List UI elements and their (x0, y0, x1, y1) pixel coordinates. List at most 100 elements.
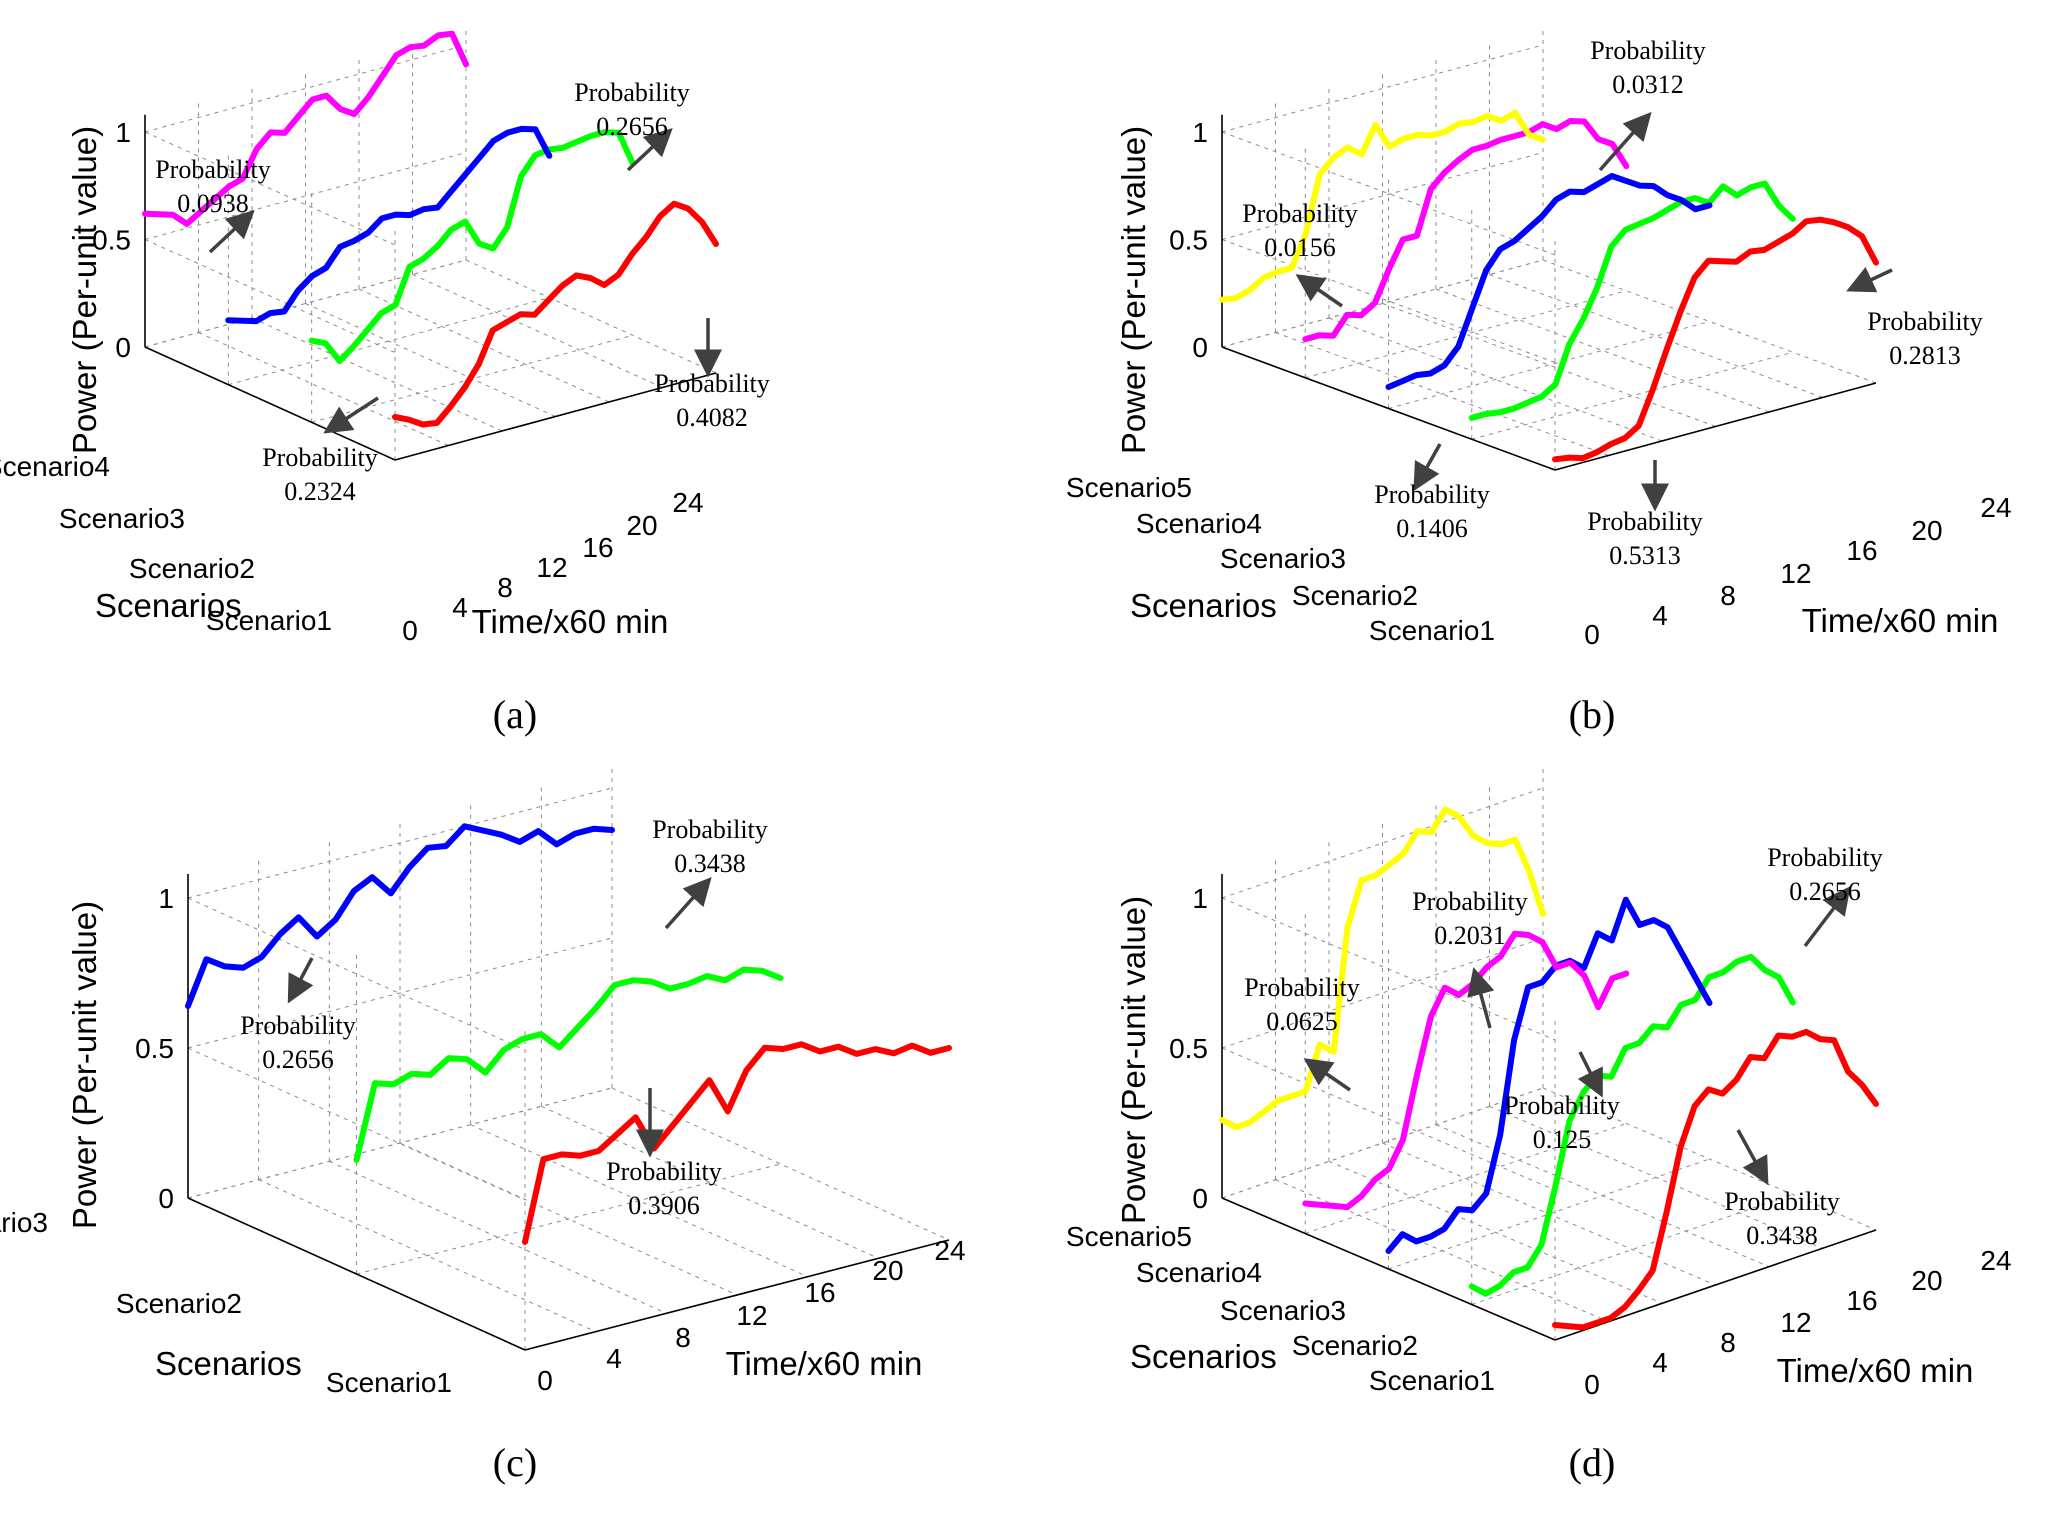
series-line-scenario2 (353, 966, 784, 1163)
x-axis-title: Time/x60 min (726, 1345, 923, 1382)
probability-value: 0.2656 (1789, 877, 1861, 906)
probability-arrow (1736, 1129, 1769, 1186)
probability-label: Probability (1504, 1091, 1620, 1120)
grid-line (356, 1163, 781, 1275)
x-tick-label: 0 (1584, 1369, 1600, 1400)
y-tick-label: Scenario2 (1292, 580, 1418, 611)
grid-line (187, 1047, 526, 1201)
y-tick-label: Scenario1 (206, 605, 332, 636)
x-tick-label: 16 (804, 1277, 835, 1308)
probability-arrow (1413, 443, 1442, 492)
x-axis-line (524, 1239, 950, 1351)
x-tick-label: 16 (1846, 535, 1877, 566)
z-axis-title: Power (Per-unit value) (66, 901, 103, 1229)
grid-line (1435, 288, 1770, 413)
probability-label: Probability (574, 78, 690, 107)
panel-d-series (1219, 806, 1879, 1331)
grid-line (1542, 259, 1877, 384)
x-tick-label: 0 (1584, 619, 1600, 650)
grid-line (187, 937, 613, 1049)
series-line-scenario3 (225, 125, 553, 325)
grid-line (144, 259, 467, 348)
x-tick-label: 20 (1911, 1265, 1942, 1296)
z-tick-label: 1 (158, 883, 174, 914)
grid-line (187, 787, 613, 899)
probability-label: Probability (1867, 307, 1983, 336)
x-tick-label: 8 (675, 1322, 691, 1353)
probability-label: Probability (262, 443, 378, 472)
grid-line (1221, 937, 1544, 1049)
y-tick-label: Scenario3 (59, 503, 185, 534)
y-axis-title: Scenarios (1130, 1338, 1277, 1375)
x-tick-label: 16 (1846, 1285, 1877, 1316)
y-tick-label: Scenario3 (1220, 1295, 1346, 1326)
probability-value: 0.0625 (1266, 1007, 1338, 1036)
probability-value: 0.2656 (262, 1045, 334, 1074)
z-axis-title: Power (Per-unit value) (66, 126, 103, 454)
z-tick-label: 0 (1192, 332, 1208, 363)
probability-label: Probability (1244, 973, 1360, 1002)
grid-line (1305, 290, 1627, 379)
y-tick-label: Scenario2 (129, 553, 255, 584)
probability-label: Probability (1724, 1187, 1840, 1216)
series-line-scenario4 (1302, 118, 1630, 343)
y-tick-label: Scenario4 (1136, 1257, 1262, 1288)
x-tick-label: 20 (1911, 515, 1942, 546)
x-tick-label: 4 (1652, 600, 1668, 631)
grid-line (258, 1179, 596, 1333)
series-line-scenario3 (1385, 896, 1713, 1254)
probability-arrow (1467, 967, 1495, 1029)
x-tick-label: 20 (872, 1255, 903, 1286)
panel-d-annotations: Probability 0.3438 Probability 0.2656 Probab… (1244, 843, 1883, 1250)
series-line-scenario3 (185, 823, 615, 1009)
x-tick-label: 4 (452, 592, 468, 623)
probability-value: 0.2813 (1889, 341, 1961, 370)
x-tick-label: 12 (1780, 558, 1811, 589)
panel-c-chart: Probability 0.3906 Probability 0.3438 Probab… (0, 764, 966, 1485)
grid-line (1221, 259, 1544, 348)
probability-label: Probability (1242, 199, 1358, 228)
grid-line (1221, 787, 1544, 899)
probability-value: 0.5313 (1609, 541, 1681, 570)
panel-b-ticks: 0 4 8 12 16 20 24 0 0.5 1 Scenario1 Scenario2 Scenar… (1066, 117, 2012, 650)
panel-d-chart: Probability 0.3438 Probability 0.2656 Probab… (1066, 764, 2012, 1485)
probability-value: 0.1406 (1396, 514, 1468, 543)
x-axis-title: Time/x60 min (472, 603, 669, 640)
panel-c-series (185, 823, 952, 1245)
series-line-scenario5 (1219, 806, 1546, 1131)
probability-arrow (1303, 1058, 1351, 1092)
x-tick-label: 20 (626, 510, 657, 541)
panel-caption: (d) (1569, 1440, 1616, 1485)
grid-line (1542, 1087, 1877, 1231)
panel-c-annotations: Probability 0.3906 Probability 0.3438 Probab… (240, 815, 768, 1220)
y-tick-label: Scenario4 (0, 451, 110, 482)
y-tick-label: Scenario5 (1066, 1221, 1192, 1252)
y-axis-line (1221, 1197, 1556, 1341)
probability-value: 0.2031 (1434, 921, 1506, 950)
z-tick-label: 0.5 (92, 225, 131, 256)
z-axis-title: Power (Per-unit value) (1115, 896, 1152, 1224)
y-tick-label: Scenario1 (1369, 1365, 1495, 1396)
x-axis-line (1554, 382, 1877, 471)
x-tick-label: 8 (497, 572, 513, 603)
panel-caption: (c) (493, 1440, 537, 1485)
y-axis-title: Scenarios (155, 1345, 302, 1382)
probability-arrow (1598, 111, 1652, 172)
panel-c-ticks: 0 4 8 12 16 20 24 0 0.5 1 Scenario1 Scenario2 Scenar… (0, 883, 966, 1398)
grid-line (399, 1142, 738, 1296)
panel-a-series (142, 30, 719, 428)
z-tick-label: 0.5 (1169, 225, 1208, 256)
y-axis-title: Scenarios (95, 587, 242, 624)
x-axis-title: Time/x60 min (1802, 602, 1999, 639)
probability-label: Probability (1590, 36, 1706, 65)
panel-b-annotations: Probability 0.5313 Probability 0.1406 Probab… (1242, 36, 1983, 570)
probability-arrow (1803, 886, 1851, 948)
z-tick-label: 0.5 (1169, 1033, 1208, 1064)
panel-caption: (b) (1569, 692, 1616, 737)
grid-line (1471, 351, 1793, 440)
grid-line (1221, 152, 1544, 240)
y-tick-label: Scenario1 (326, 1367, 452, 1398)
panel-c-axes (187, 874, 950, 1351)
grid-line (305, 303, 556, 417)
